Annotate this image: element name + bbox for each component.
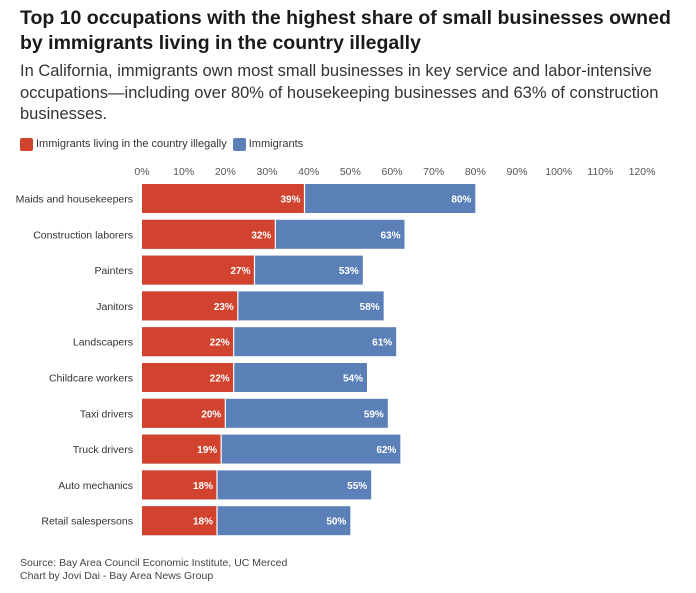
legend-item-illegal: Immigrants living in the country illegal… (20, 137, 227, 151)
category-label: Construction laborers (33, 229, 133, 241)
data-label-illegal: 32% (251, 230, 271, 241)
data-label-illegal: 39% (280, 195, 300, 206)
category-label: Janitors (96, 301, 133, 313)
data-label-immigrants: 63% (380, 230, 400, 241)
bar-illegal (142, 291, 238, 321)
bar-illegal (142, 363, 234, 392)
data-label-illegal: 22% (210, 338, 230, 349)
x-tick-label: 40% (298, 166, 319, 178)
bar-illegal (142, 219, 276, 249)
category-label: Landscapers (73, 337, 133, 349)
category-label: Maids and housekeepers (16, 194, 133, 206)
category-label: Retail salespersons (41, 516, 133, 528)
data-label-immigrants: 58% (360, 302, 380, 313)
category-label: Auto mechanics (58, 480, 133, 492)
category-label: Taxi drivers (80, 408, 133, 420)
data-label-immigrants: 59% (364, 409, 384, 420)
data-label-illegal: 18% (193, 481, 213, 492)
data-label-illegal: 19% (197, 445, 217, 456)
data-label-immigrants: 62% (376, 445, 396, 456)
data-label-illegal: 23% (214, 302, 234, 313)
x-tick-label: 20% (215, 166, 236, 178)
footer: Source: Bay Area Council Economic Instit… (20, 557, 287, 583)
legend: Immigrants living in the country illegal… (20, 137, 309, 151)
x-tick-label: 80% (465, 166, 486, 178)
x-tick-label: 90% (506, 166, 527, 178)
data-label-immigrants: 55% (347, 481, 367, 492)
x-tick-label: 50% (340, 166, 361, 178)
bar-illegal (142, 255, 255, 285)
x-tick-label: 10% (173, 166, 194, 178)
bar-illegal (142, 398, 226, 428)
legend-swatch (20, 137, 33, 151)
bar-illegal (142, 327, 234, 357)
data-label-immigrants: 54% (343, 374, 363, 385)
chart-title: Top 10 occupations with the highest shar… (20, 7, 671, 54)
bar-illegal (142, 506, 217, 536)
bar-illegal (142, 184, 305, 213)
legend-label: Immigrants living in the country illegal… (36, 138, 227, 150)
category-label: Childcare workers (49, 373, 133, 385)
legend-label: Immigrants (248, 138, 304, 150)
data-label-immigrants: 53% (339, 266, 359, 277)
data-label-illegal: 20% (201, 409, 221, 420)
data-label-immigrants: 80% (451, 195, 471, 206)
chart-subtitle: In California, immigrants own most small… (20, 62, 659, 123)
data-label-immigrants: 50% (326, 517, 346, 528)
source-note: Source: Bay Area Council Economic Instit… (20, 557, 288, 569)
x-tick-label: 30% (256, 166, 277, 178)
data-label-illegal: 18% (193, 517, 213, 528)
bar-illegal (142, 470, 217, 500)
credit-note: Chart by Jovi Dai - Bay Area News Group (20, 570, 214, 582)
data-label-immigrants: 61% (372, 338, 392, 349)
data-label-illegal: 27% (230, 266, 250, 277)
category-label: Painters (94, 265, 133, 277)
bar-chart: 0% 10% 20% 30% 40% 50% 60% 70% 80% 90% 100% 110% 120… (16, 166, 656, 536)
data-label-illegal: 22% (210, 374, 230, 385)
x-tick-label: 100% (545, 166, 572, 178)
x-tick-label: 70% (423, 166, 444, 178)
category-label: Truck drivers (73, 444, 133, 456)
legend-swatch (232, 137, 246, 151)
x-tick-label: 110% (587, 166, 613, 178)
bar-illegal (142, 434, 222, 464)
x-tick-label: 0% (134, 166, 149, 178)
legend-item-immigrants: Immigrants (232, 137, 304, 151)
x-tick-label: 60% (381, 166, 402, 178)
x-tick-label: 120% (629, 166, 656, 178)
